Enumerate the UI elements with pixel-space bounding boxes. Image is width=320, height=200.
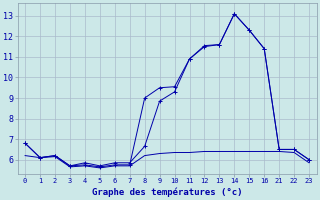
X-axis label: Graphe des températures (°c): Graphe des températures (°c)	[92, 187, 242, 197]
